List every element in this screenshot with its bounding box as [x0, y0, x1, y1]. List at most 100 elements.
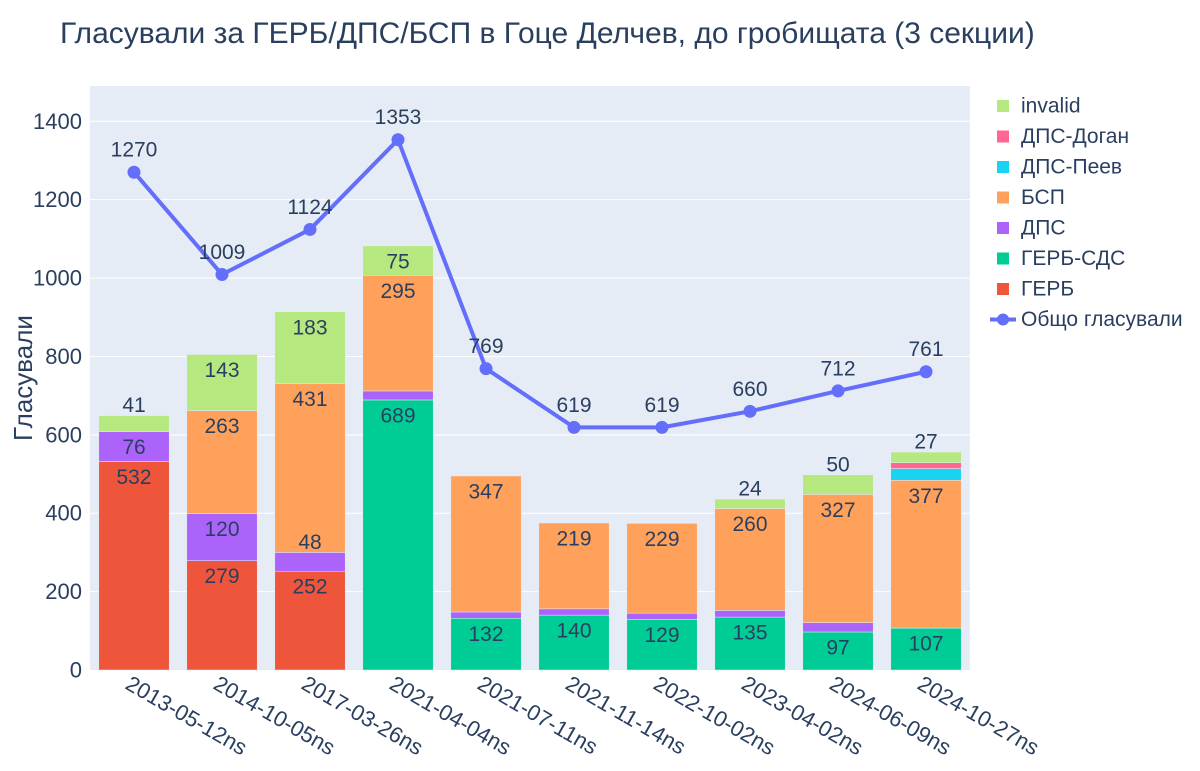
bar-segment: [186, 560, 258, 671]
bar-value-label: 27: [914, 431, 937, 454]
y-tick-label: 800: [45, 344, 82, 369]
legend-swatch: [997, 130, 1009, 143]
legend-swatch: [997, 100, 1009, 112]
bar-value-label: 252: [292, 576, 327, 599]
y-tick-label: 1200: [33, 187, 82, 212]
legend-label: ДПС-Пеев: [1021, 156, 1122, 179]
total-line-label: 1353: [375, 106, 422, 129]
bar-segment: [274, 552, 346, 572]
bar-value-label: 135: [732, 622, 767, 645]
total-line-path: [132, 137, 927, 430]
total-line-point: [479, 362, 493, 376]
bar-value-label: 260: [732, 513, 767, 536]
bar-segment: [538, 522, 610, 610]
legend-label: Общо гласували: [1021, 308, 1183, 331]
total-line-label: 619: [556, 394, 591, 417]
total-line-label: 1124: [287, 196, 332, 219]
total-line-point: [567, 420, 581, 434]
y-tick-label: 600: [45, 422, 82, 447]
bar-segment: [362, 399, 434, 671]
bar-segment: [890, 480, 962, 629]
bar-segment: [890, 627, 962, 671]
bar-value-label: 229: [644, 528, 679, 551]
bar-segment: [802, 474, 874, 495]
bar-segment: [274, 311, 346, 384]
legend-swatch: [997, 252, 1009, 265]
legend-swatch: [997, 191, 1009, 204]
bar-segment: [626, 612, 698, 620]
legend-swatch: [997, 283, 1009, 295]
bar-segment: [890, 451, 962, 463]
bar-value-label: 279: [204, 565, 239, 588]
y-tick-label: 400: [45, 501, 82, 526]
x-axis-ticks: 2013-05-12ns2014-10-05ns2017-03-26ns2021…: [122, 671, 1044, 761]
bar-value-label: 431: [292, 388, 327, 411]
legend-label: БСП: [1021, 186, 1065, 209]
total-line-label: 1009: [199, 241, 246, 264]
y-axis-ticks: 0 200 400 600 800 1000 1200 1400: [33, 109, 82, 683]
total-line-point: [919, 365, 933, 379]
bar-value-label: 263: [204, 415, 239, 438]
bar-segment: [362, 390, 434, 401]
bar-value-label: 327: [820, 499, 855, 522]
bar-segment: [714, 610, 786, 618]
bar-labels: 532 76 41 279 120 263 143 252 48 431 183 689 295 75 13…: [116, 250, 943, 659]
bar-segment: [362, 275, 434, 392]
legend-label: invalid: [1021, 95, 1081, 118]
bar-value-label: 97: [826, 636, 849, 659]
total-line-label: 660: [732, 378, 767, 401]
total-line-label: 1270: [111, 139, 158, 162]
legend-swatch: [997, 161, 1009, 173]
bar-value-label: 347: [468, 480, 503, 503]
total-line-label: 712: [820, 357, 855, 380]
bar-value-label: 107: [908, 633, 943, 656]
bar-value-label: 41: [122, 394, 145, 417]
bar-segment: [186, 354, 258, 411]
bar-segment: [450, 611, 522, 619]
bar-value-label: 120: [204, 518, 239, 541]
bar-segment: [802, 631, 874, 671]
y-tick-label: 200: [45, 579, 82, 604]
bar-segment: [890, 468, 962, 481]
y-tick-label: 0: [70, 658, 82, 683]
bar-value-label: 689: [380, 404, 415, 427]
bar-segment: [98, 461, 170, 671]
total-line-point: [127, 165, 141, 179]
bar-segment: [362, 245, 434, 276]
bar-value-label: 132: [468, 623, 503, 646]
bar-segment: [802, 622, 874, 633]
bar-segment: [626, 523, 698, 614]
legend-label: ГЕРБ: [1021, 278, 1074, 301]
bar-segment: [450, 618, 522, 671]
bar-value-label: 295: [380, 280, 415, 303]
total-line-point: [655, 420, 669, 434]
bar-segment: [450, 475, 522, 613]
bar-value-label: 377: [908, 485, 943, 508]
bar-segment: [186, 513, 258, 561]
total-line-point: [831, 384, 845, 398]
bars: [98, 245, 962, 671]
bar-value-label: 76: [122, 436, 145, 459]
bar-segment: [714, 498, 786, 509]
legend: invalid ДПС-Доган ДПС-Пеев БСП ДПС ГЕРБ-СДС ГЕ…: [990, 95, 1183, 331]
bar-value-label: 48: [298, 531, 321, 554]
bar-value-label: 129: [644, 624, 679, 647]
bar-segment: [274, 570, 346, 671]
bar-segment: [802, 494, 874, 623]
bar-segment: [714, 508, 786, 611]
bar-value-label: 219: [556, 528, 591, 551]
bar-segment: [626, 619, 698, 671]
bar-value-label: 75: [386, 250, 409, 273]
bar-value-label: 24: [738, 478, 762, 501]
legend-label: ГЕРБ-СДС: [1021, 247, 1125, 270]
legend-swatch: [997, 222, 1009, 234]
legend-label: ДПС-Доган: [1021, 125, 1129, 148]
bar-segment: [98, 415, 170, 432]
bar-value-label: 140: [556, 620, 591, 643]
bar-value-label: 532: [116, 466, 151, 489]
bar-segment: [714, 616, 786, 671]
total-line-point: [303, 222, 317, 236]
total-line-point: [215, 268, 229, 282]
bar-segment: [98, 431, 170, 462]
